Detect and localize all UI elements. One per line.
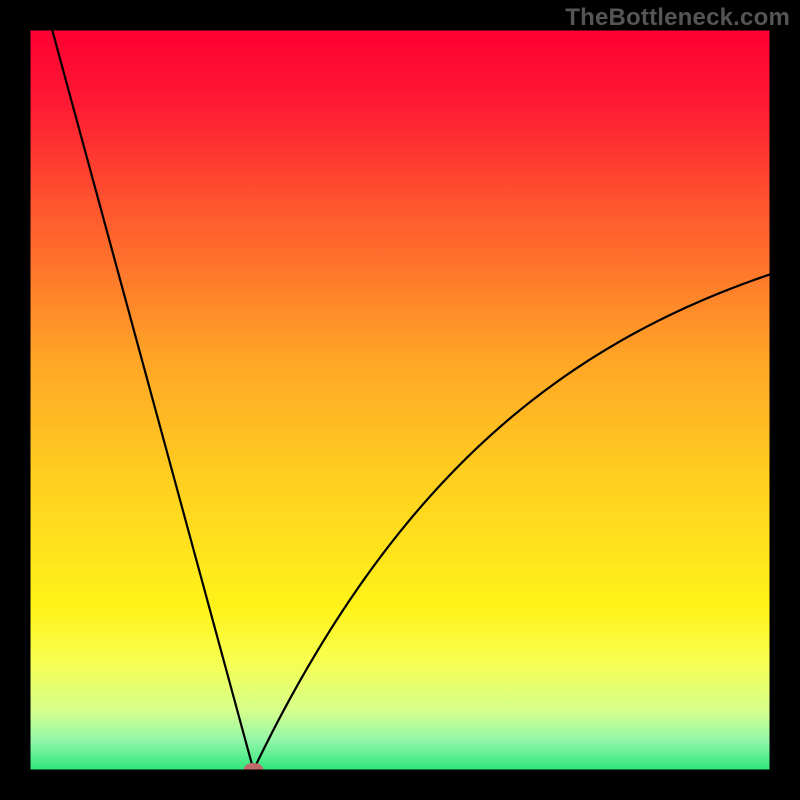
watermark-label: TheBottleneck.com bbox=[565, 4, 790, 32]
chart-root: TheBottleneck.com bbox=[0, 0, 800, 800]
plot-gradient-background bbox=[30, 30, 770, 770]
plot-svg bbox=[0, 0, 800, 800]
